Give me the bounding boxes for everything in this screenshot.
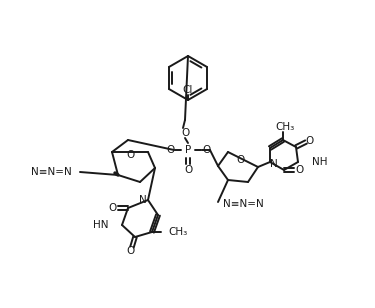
Text: O: O [202, 145, 210, 155]
Text: N≡N=N: N≡N=N [223, 199, 264, 209]
Text: O: O [306, 136, 314, 146]
Text: N: N [139, 195, 147, 205]
Text: O: O [108, 203, 116, 213]
Text: NH: NH [312, 157, 327, 167]
Text: O: O [296, 165, 304, 175]
Text: CH₃: CH₃ [275, 122, 295, 132]
Text: O: O [126, 150, 134, 160]
Text: O: O [236, 155, 244, 165]
Text: Cl: Cl [183, 85, 193, 95]
Text: N: N [270, 159, 278, 169]
Text: HN: HN [93, 220, 108, 230]
Text: O: O [126, 246, 134, 256]
Text: O: O [166, 145, 174, 155]
Text: O: O [184, 165, 192, 175]
Text: O: O [181, 128, 189, 138]
Text: P: P [185, 145, 191, 155]
Text: CH₃: CH₃ [168, 227, 187, 237]
Text: N≡N=N: N≡N=N [31, 167, 72, 177]
